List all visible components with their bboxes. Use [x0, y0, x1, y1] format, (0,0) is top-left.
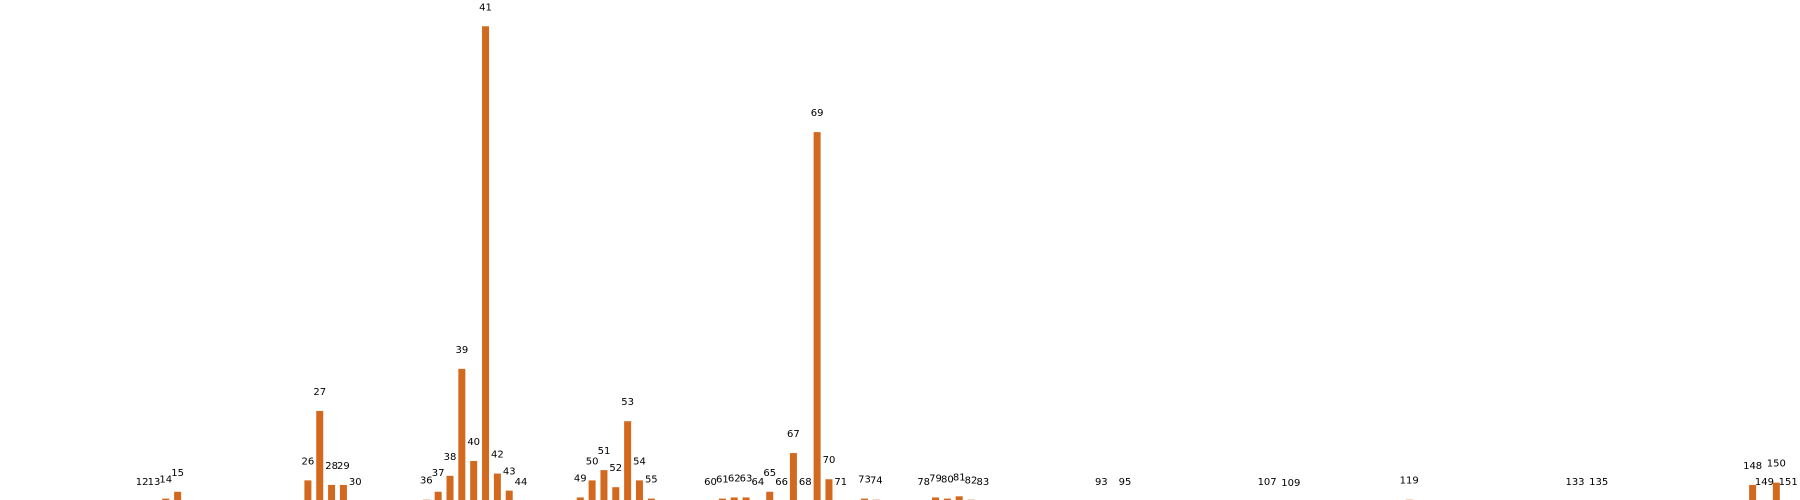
bar-label-41: 41	[479, 2, 492, 13]
bar-51	[600, 470, 608, 500]
bar-label-149: 149	[1755, 477, 1774, 488]
bar-label-65: 65	[763, 468, 776, 479]
bar-label-26: 26	[302, 456, 315, 467]
bar-label-135: 135	[1589, 477, 1608, 488]
bar-label-44: 44	[515, 477, 528, 488]
bar-40	[470, 461, 478, 500]
bar-label-69: 69	[811, 108, 824, 119]
bar-label-150: 150	[1767, 459, 1786, 470]
bar-label-74: 74	[870, 476, 883, 487]
bar-37	[434, 491, 442, 500]
bar-label-37: 37	[432, 468, 445, 479]
bar-label-66: 66	[775, 477, 788, 488]
bar-42	[493, 473, 501, 500]
bar-label-61: 61	[716, 475, 729, 486]
bar-label-83: 83	[977, 477, 990, 488]
bar-label-62: 62	[728, 473, 741, 484]
bar-label-64: 64	[752, 477, 765, 488]
bar-label-50: 50	[586, 456, 599, 467]
bar-63	[742, 497, 750, 500]
bar-50	[588, 480, 596, 500]
bar-14	[162, 498, 170, 500]
bar-label-148: 148	[1743, 461, 1762, 472]
bar-39	[458, 368, 466, 500]
bar-67	[789, 453, 797, 500]
bar-label-80: 80	[941, 475, 954, 486]
bar-label-60: 60	[704, 477, 717, 488]
bar-15	[174, 491, 182, 500]
bar-label-68: 68	[799, 477, 812, 488]
bar-label-28: 28	[325, 461, 338, 472]
bar-61	[718, 498, 726, 500]
bar-label-55: 55	[645, 475, 658, 486]
bar-70	[825, 479, 833, 500]
bar-label-67: 67	[787, 429, 800, 440]
bar-label-107: 107	[1258, 477, 1277, 488]
bar-73	[860, 498, 868, 500]
bar-label-151: 151	[1779, 477, 1798, 488]
bar-label-36: 36	[420, 476, 433, 487]
bar-label-29: 29	[337, 461, 350, 472]
bar-label-70: 70	[823, 455, 836, 466]
bar-label-27: 27	[313, 387, 326, 398]
bar-80	[943, 498, 951, 500]
bar-38	[446, 475, 454, 500]
bar-55	[647, 498, 655, 500]
bar-26	[304, 480, 312, 500]
bar-label-93: 93	[1095, 477, 1108, 488]
bar-label-133: 133	[1565, 477, 1584, 488]
bar-62	[730, 497, 738, 500]
bar-label-79: 79	[929, 473, 942, 484]
bar-29	[339, 484, 347, 500]
bar-label-119: 119	[1400, 476, 1419, 487]
bar-49	[576, 497, 584, 500]
bar-148	[1749, 484, 1757, 500]
bar-label-53: 53	[621, 397, 634, 408]
bar-label-15: 15	[171, 468, 184, 479]
bar-label-63: 63	[740, 473, 753, 484]
bar-65	[766, 491, 774, 500]
bar-label-40: 40	[467, 437, 480, 448]
bar-label-43: 43	[503, 467, 516, 478]
bar-28	[328, 484, 336, 500]
bar-label-95: 95	[1119, 477, 1132, 488]
bar-53	[624, 421, 632, 500]
bar-79	[932, 497, 940, 500]
bar-27	[316, 410, 324, 500]
bar-label-78: 78	[917, 477, 930, 488]
bar-150	[1772, 482, 1780, 500]
bar-label-71: 71	[834, 477, 847, 488]
bar-label-54: 54	[633, 456, 646, 467]
bar-81	[955, 496, 963, 500]
bar-label-12: 12	[136, 477, 149, 488]
bar-41	[482, 26, 490, 500]
bar-label-73: 73	[858, 475, 871, 486]
bar-label-14: 14	[159, 475, 172, 486]
bar-label-38: 38	[444, 452, 457, 463]
bar-52	[612, 487, 620, 500]
bar-69	[813, 132, 821, 500]
bar-54	[635, 480, 643, 500]
bar-label-52: 52	[609, 463, 622, 474]
bar-label-49: 49	[574, 473, 587, 484]
bar-label-81: 81	[953, 472, 966, 483]
bar-label-30: 30	[349, 477, 362, 488]
bar-label-13: 13	[148, 477, 161, 488]
bar-label-42: 42	[491, 450, 504, 461]
bar-label-51: 51	[598, 446, 611, 457]
bar-label-109: 109	[1281, 478, 1300, 489]
bar-label-82: 82	[965, 476, 978, 487]
bar-label-39: 39	[455, 345, 468, 356]
bar-43	[505, 490, 513, 500]
